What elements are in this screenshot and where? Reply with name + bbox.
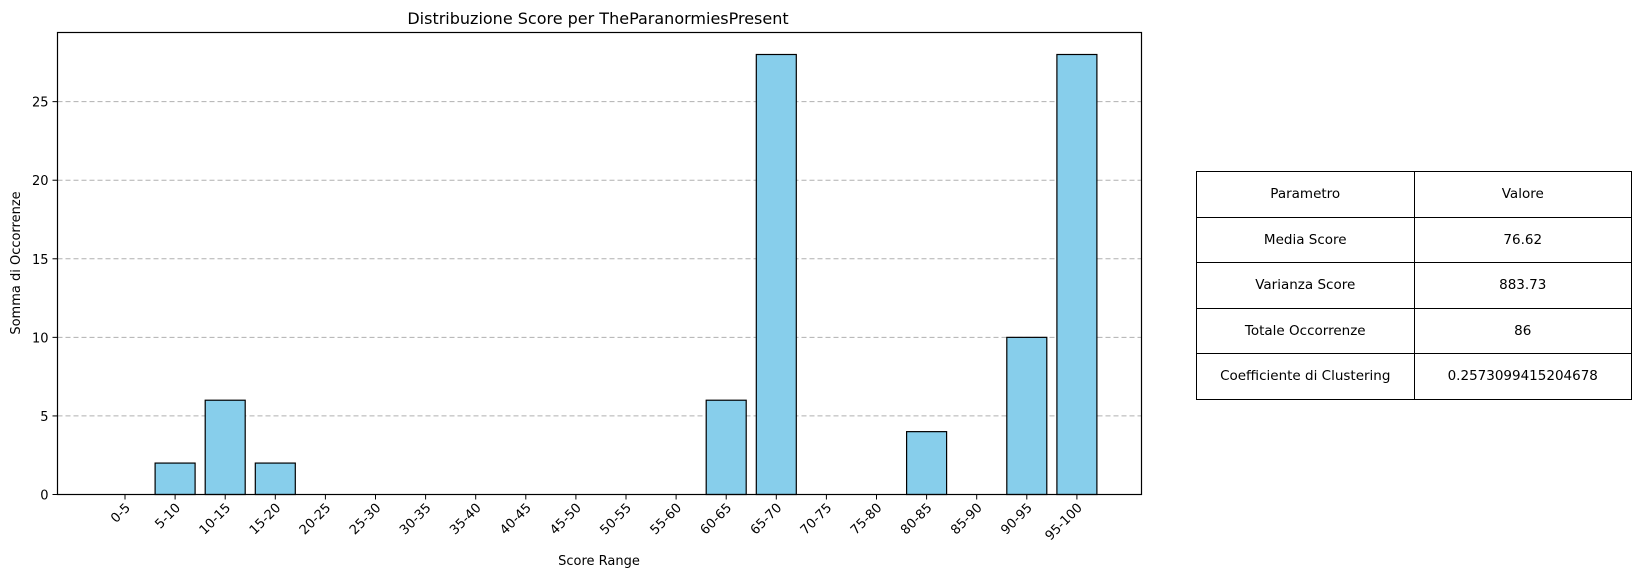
x-tick-label: 30-35 [397, 501, 434, 538]
x-tick-label: 85-90 [948, 501, 985, 538]
table-row: Totale Occorrenze 86 [1196, 307, 1632, 354]
bar [705, 399, 747, 496]
x-tick-label: 5-10 [152, 501, 183, 532]
x-tick-label: 60-65 [698, 501, 735, 538]
x-tick-label: 50-55 [598, 501, 635, 538]
x-tick-label: 25-30 [347, 501, 384, 538]
chart-title: Distribuzione Score per TheParanormiesPr… [407, 9, 788, 28]
x-tick-label: 35-40 [447, 501, 484, 538]
table-header-cell: Valore [1413, 171, 1632, 218]
bars [154, 53, 1098, 496]
table-row: Media Score 76.62 [1196, 216, 1632, 263]
bar [254, 462, 296, 496]
bar [1006, 336, 1048, 496]
table-row: Coefficiente di Clustering 0.25730994152… [1196, 353, 1632, 400]
x-tick-label: 65-70 [748, 501, 785, 538]
y-tick-label: 10 [32, 331, 49, 346]
table-header-row: Parametro Valore [1196, 171, 1632, 218]
x-tick-label: 15-20 [247, 501, 284, 538]
stats-table: Parametro Valore Media Score 76.62 Varia… [1196, 171, 1632, 400]
grid-lines [57, 101, 1142, 417]
x-tick-label: 75-80 [848, 501, 885, 538]
y-axis-label: Somma di Occorrenze [9, 191, 24, 334]
table-cell: 86 [1413, 307, 1632, 354]
x-tick-label: 80-85 [898, 501, 935, 538]
x-tick-label: 20-25 [297, 501, 334, 538]
bar [154, 462, 196, 496]
x-tick-label: 55-60 [648, 501, 685, 538]
x-tick-label: 90-95 [998, 501, 1035, 538]
y-tick-label: 5 [40, 410, 48, 425]
y-tick-label: 0 [40, 489, 48, 504]
y-tick-label: 20 [32, 174, 49, 189]
y-axis-ticks: 0 5 10 15 20 25 [32, 96, 58, 504]
x-axis-ticks: 0-5 5-10 10-15 15-20 20-25 25-30 30-35 35-40 40-… [108, 494, 1086, 544]
x-tick-label: 40-45 [497, 501, 534, 538]
x-axis-label: Score Range [558, 554, 640, 569]
table-row: Varianza Score 883.73 [1196, 262, 1632, 309]
plot-frame [56, 31, 1143, 496]
bar [204, 399, 246, 496]
table-cell: Media Score [1196, 216, 1415, 263]
table-header-cell: Parametro [1196, 171, 1415, 218]
x-tick-label: 70-75 [798, 501, 835, 538]
table-cell: Varianza Score [1196, 262, 1415, 309]
table-cell: 0.2573099415204678 [1413, 353, 1632, 400]
y-tick-label: 25 [32, 96, 49, 111]
table-cell: Coefficiente di Clustering [1196, 353, 1415, 400]
bar [1056, 53, 1098, 496]
x-tick-label: 0-5 [108, 501, 134, 527]
x-tick-label: 95-100 [1043, 501, 1086, 544]
bar [905, 431, 948, 496]
x-tick-label: 45-50 [547, 501, 584, 538]
bar [755, 53, 797, 496]
table-cell: Totale Occorrenze [1196, 307, 1415, 354]
x-tick-label: 10-15 [197, 501, 234, 538]
table-cell: 883.73 [1413, 262, 1632, 309]
table-cell: 76.62 [1413, 216, 1632, 263]
y-tick-label: 15 [32, 253, 49, 268]
